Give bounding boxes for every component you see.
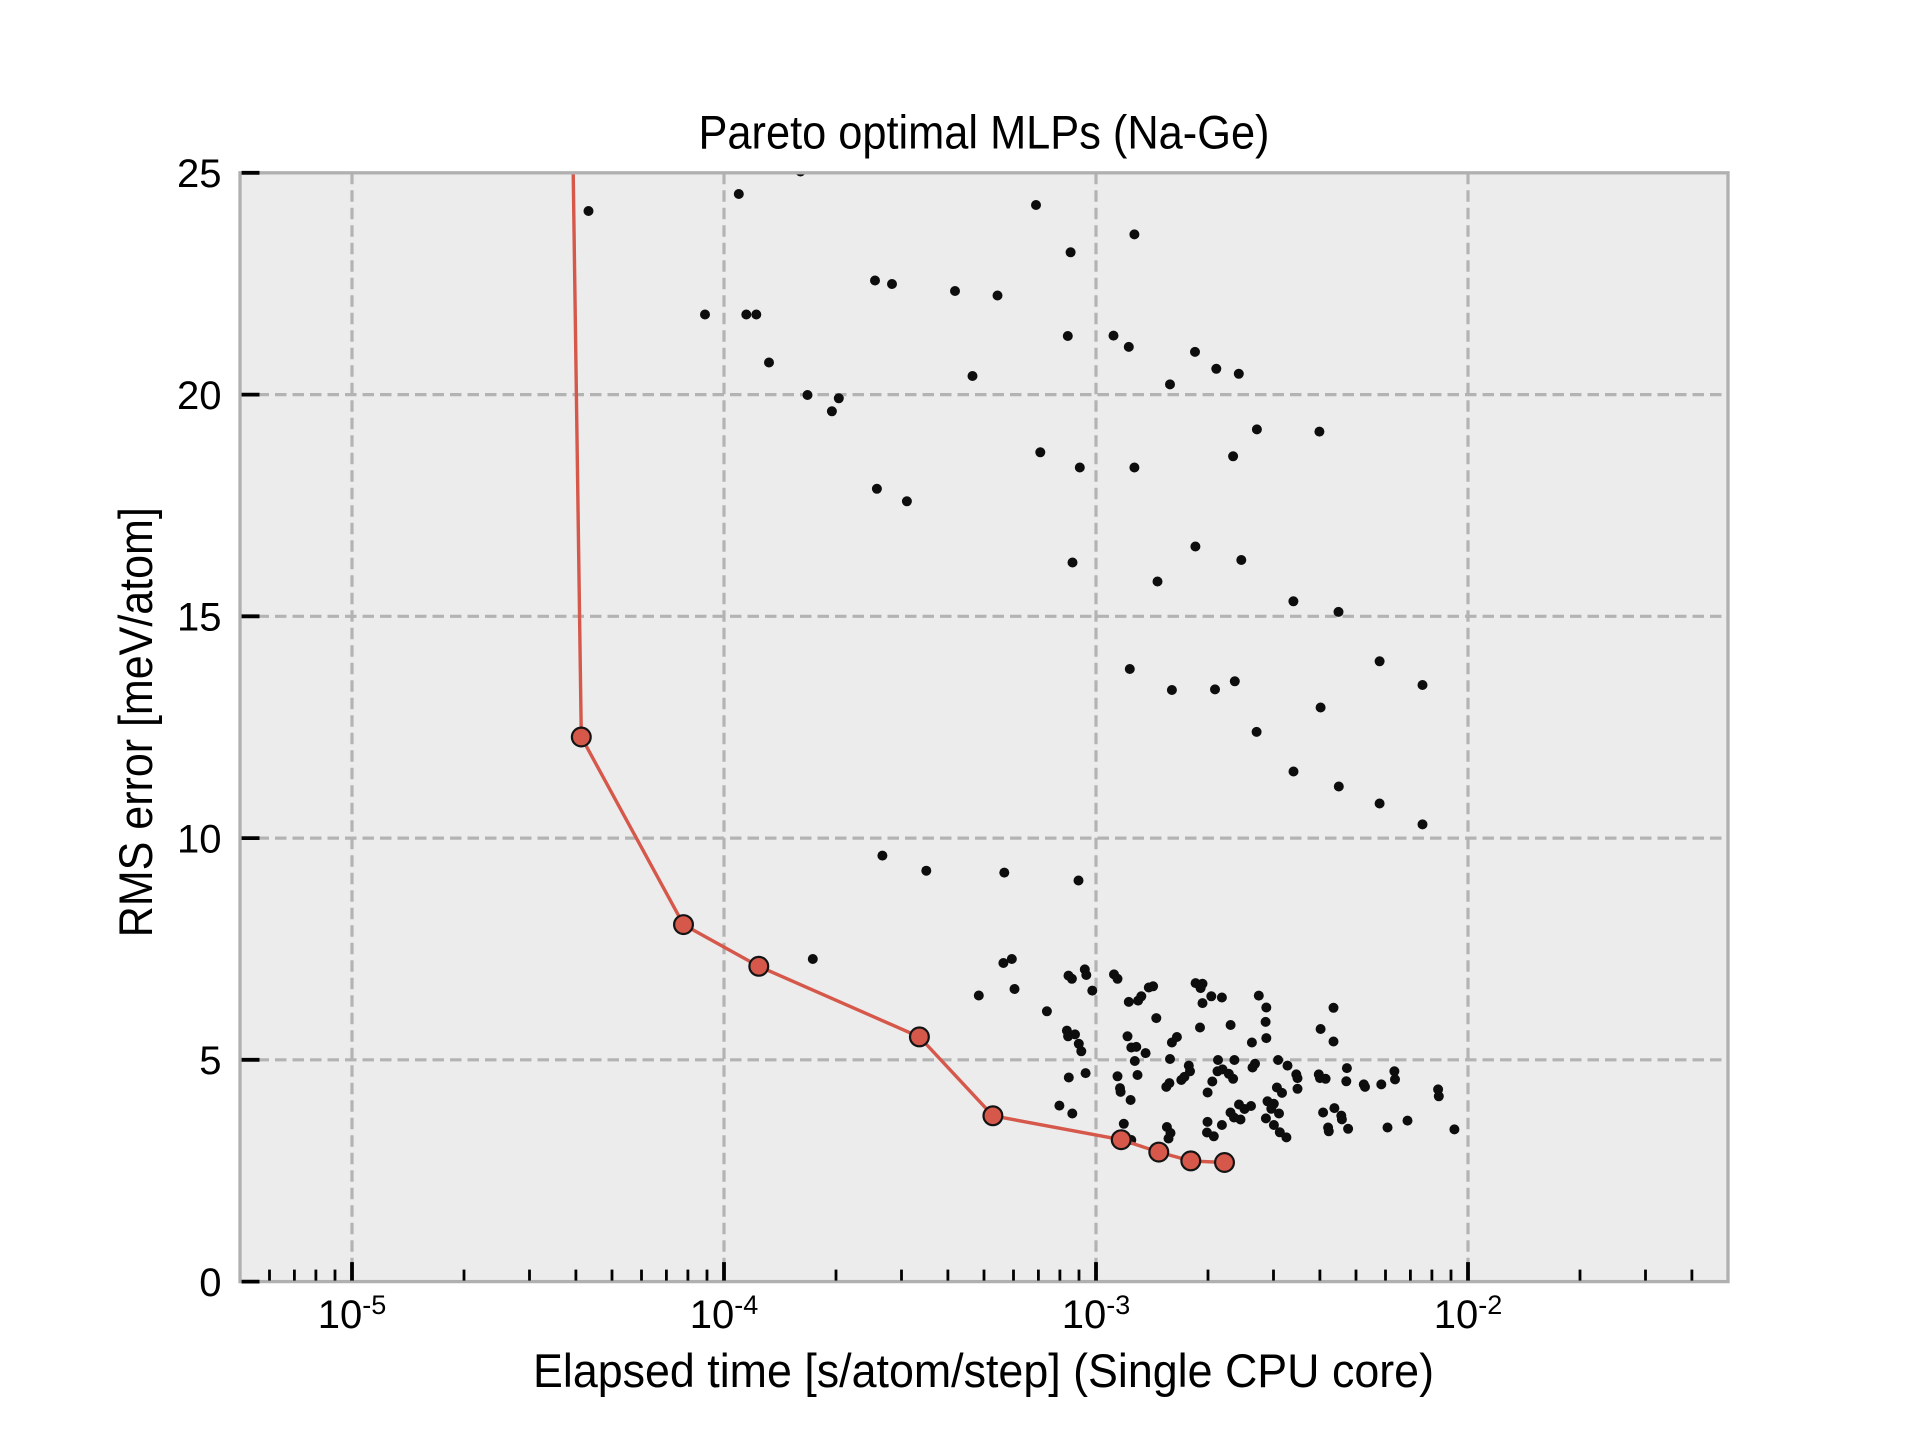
svg-text:0: 0	[199, 1261, 221, 1305]
svg-text:20: 20	[177, 374, 222, 418]
svg-text:25: 25	[177, 152, 222, 196]
svg-text:15: 15	[177, 596, 222, 640]
svg-text:Elapsed time [s/atom/step] (Si: Elapsed time [s/atom/step] (Single CPU c…	[533, 1344, 1434, 1397]
svg-text:RMS error [meV/atom]: RMS error [meV/atom]	[109, 507, 162, 937]
svg-text:10: 10	[177, 817, 222, 861]
svg-text:5: 5	[199, 1039, 221, 1083]
svg-text:Pareto optimal MLPs (Na-Ge): Pareto optimal MLPs (Na-Ge)	[699, 106, 1270, 159]
svg-text:10-2: 10-2	[1434, 1290, 1503, 1337]
